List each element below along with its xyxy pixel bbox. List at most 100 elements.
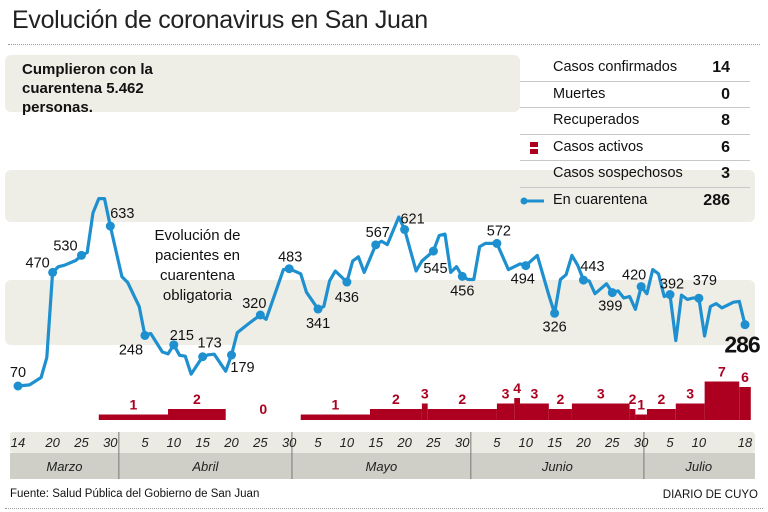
data-point bbox=[342, 277, 352, 287]
month-label: Marzo bbox=[46, 459, 82, 474]
x-tick-label: 18 bbox=[738, 435, 753, 450]
bar-value-label: 4 bbox=[513, 380, 521, 396]
active-cases-bar bbox=[548, 409, 572, 420]
data-point bbox=[492, 238, 502, 248]
x-tick-label: 20 bbox=[223, 435, 239, 450]
data-label: 248 bbox=[119, 342, 143, 358]
stat-row-confirmed: Casos confirmados 14 bbox=[520, 55, 750, 82]
summary-line: cuarentena 5.462 bbox=[22, 80, 144, 97]
data-point bbox=[457, 271, 467, 281]
bar-value-label: 0 bbox=[259, 401, 267, 417]
chart-annotation: Evolución de pacientes en cuarentena obl… bbox=[154, 227, 241, 304]
stat-value: 0 bbox=[721, 85, 730, 103]
active-cases-bar bbox=[571, 403, 630, 420]
x-tick-label: 20 bbox=[396, 435, 412, 450]
x-tick-label: 5 bbox=[141, 435, 149, 450]
active-cases-bar bbox=[519, 403, 549, 420]
data-label: 621 bbox=[400, 212, 424, 228]
data-point bbox=[428, 246, 438, 256]
active-cases-bar bbox=[496, 403, 515, 420]
data-label: 567 bbox=[366, 225, 390, 241]
data-point bbox=[255, 310, 265, 320]
bar-value-label: 2 bbox=[629, 391, 637, 407]
data-label: 633 bbox=[110, 206, 134, 222]
stat-row-suspected: Casos sospechosos 3 bbox=[520, 161, 750, 188]
bar-value-label: 2 bbox=[458, 391, 466, 407]
data-point bbox=[665, 290, 675, 300]
bar-value-label: 2 bbox=[392, 391, 400, 407]
latest-value-label: 286 bbox=[724, 332, 760, 358]
x-tick-label: 25 bbox=[425, 435, 441, 450]
data-point bbox=[105, 221, 115, 231]
bar-value-label: 3 bbox=[686, 386, 694, 402]
active-cases-bar bbox=[629, 409, 636, 420]
bar-value-label: 3 bbox=[531, 386, 539, 402]
data-point bbox=[76, 250, 86, 260]
bar-value-label: 1 bbox=[130, 397, 138, 413]
title-divider bbox=[8, 44, 760, 45]
data-point bbox=[694, 293, 704, 303]
active-cases-bar bbox=[635, 414, 647, 420]
stat-row-active: Casos activos 6 bbox=[520, 135, 750, 161]
data-point bbox=[284, 264, 294, 274]
x-tick-label: 10 bbox=[692, 435, 707, 450]
stat-value: 8 bbox=[721, 112, 730, 129]
data-label: 456 bbox=[450, 283, 474, 299]
stat-row-quarantine: En cuarentena 286 bbox=[520, 188, 750, 214]
blue-line-legend-icon bbox=[520, 197, 544, 204]
stat-label: Casos sospechosos bbox=[553, 165, 683, 181]
summary-line: Cumplieron con la bbox=[22, 61, 153, 78]
x-tick-label: 5 bbox=[666, 435, 674, 450]
month-label: Julio bbox=[684, 459, 712, 474]
axis-month-strip bbox=[10, 453, 755, 479]
data-label: 392 bbox=[660, 277, 684, 293]
active-cases-bar bbox=[168, 409, 226, 420]
stat-value: 6 bbox=[721, 138, 730, 156]
x-tick-label: 20 bbox=[575, 435, 591, 450]
active-cases-bar bbox=[427, 409, 497, 420]
data-point bbox=[226, 350, 236, 360]
month-label: Mayo bbox=[365, 459, 397, 474]
active-cases-bar bbox=[675, 403, 705, 420]
data-label: 179 bbox=[230, 360, 254, 376]
data-point bbox=[198, 352, 208, 362]
data-label: 326 bbox=[543, 319, 567, 335]
data-point bbox=[48, 267, 58, 277]
data-point bbox=[371, 240, 381, 250]
stat-label: Casos activos bbox=[553, 138, 644, 155]
month-label: Abril bbox=[191, 459, 219, 474]
stat-row-deaths: Muertes 0 bbox=[520, 82, 750, 108]
stat-label: Muertes bbox=[553, 85, 606, 102]
x-tick-label: 14 bbox=[11, 435, 25, 450]
active-cases-bar bbox=[421, 403, 428, 420]
active-cases-bar bbox=[300, 414, 370, 420]
bar-value-label: 2 bbox=[193, 391, 201, 407]
active-cases-bar bbox=[704, 381, 740, 420]
data-point bbox=[313, 304, 323, 314]
data-label: 443 bbox=[580, 259, 604, 275]
data-label: 494 bbox=[511, 272, 535, 288]
quarantine-summary: Cumplieron con la cuarentena 5.462 perso… bbox=[22, 60, 153, 117]
data-label: 70 bbox=[10, 365, 26, 381]
data-label: 215 bbox=[170, 328, 194, 344]
bar-value-label: 7 bbox=[718, 364, 726, 380]
x-tick-label: 25 bbox=[604, 435, 620, 450]
bar-value-label: 6 bbox=[741, 369, 749, 385]
source-note: Fuente: Salud Pública del Gobierno de Sa… bbox=[10, 488, 260, 500]
stat-value: 14 bbox=[712, 59, 730, 76]
x-tick-label: 20 bbox=[44, 435, 60, 450]
data-label: 379 bbox=[693, 273, 717, 289]
data-label: 320 bbox=[242, 296, 266, 312]
data-label: 530 bbox=[53, 238, 77, 254]
x-tick-label: 10 bbox=[519, 435, 534, 450]
bar-value-label: 2 bbox=[556, 391, 564, 407]
footer-divider bbox=[5, 508, 763, 509]
bar-value-label: 3 bbox=[421, 386, 429, 402]
stat-label: En cuarentena bbox=[553, 191, 648, 208]
red-bar-legend-icon bbox=[530, 141, 538, 154]
data-label: 572 bbox=[487, 223, 511, 239]
page-title: Evolución de coronavirus en San Juan bbox=[12, 6, 428, 34]
stat-row-recovered: Recuperados 8 bbox=[520, 108, 750, 135]
bar-value-label: 2 bbox=[657, 391, 665, 407]
